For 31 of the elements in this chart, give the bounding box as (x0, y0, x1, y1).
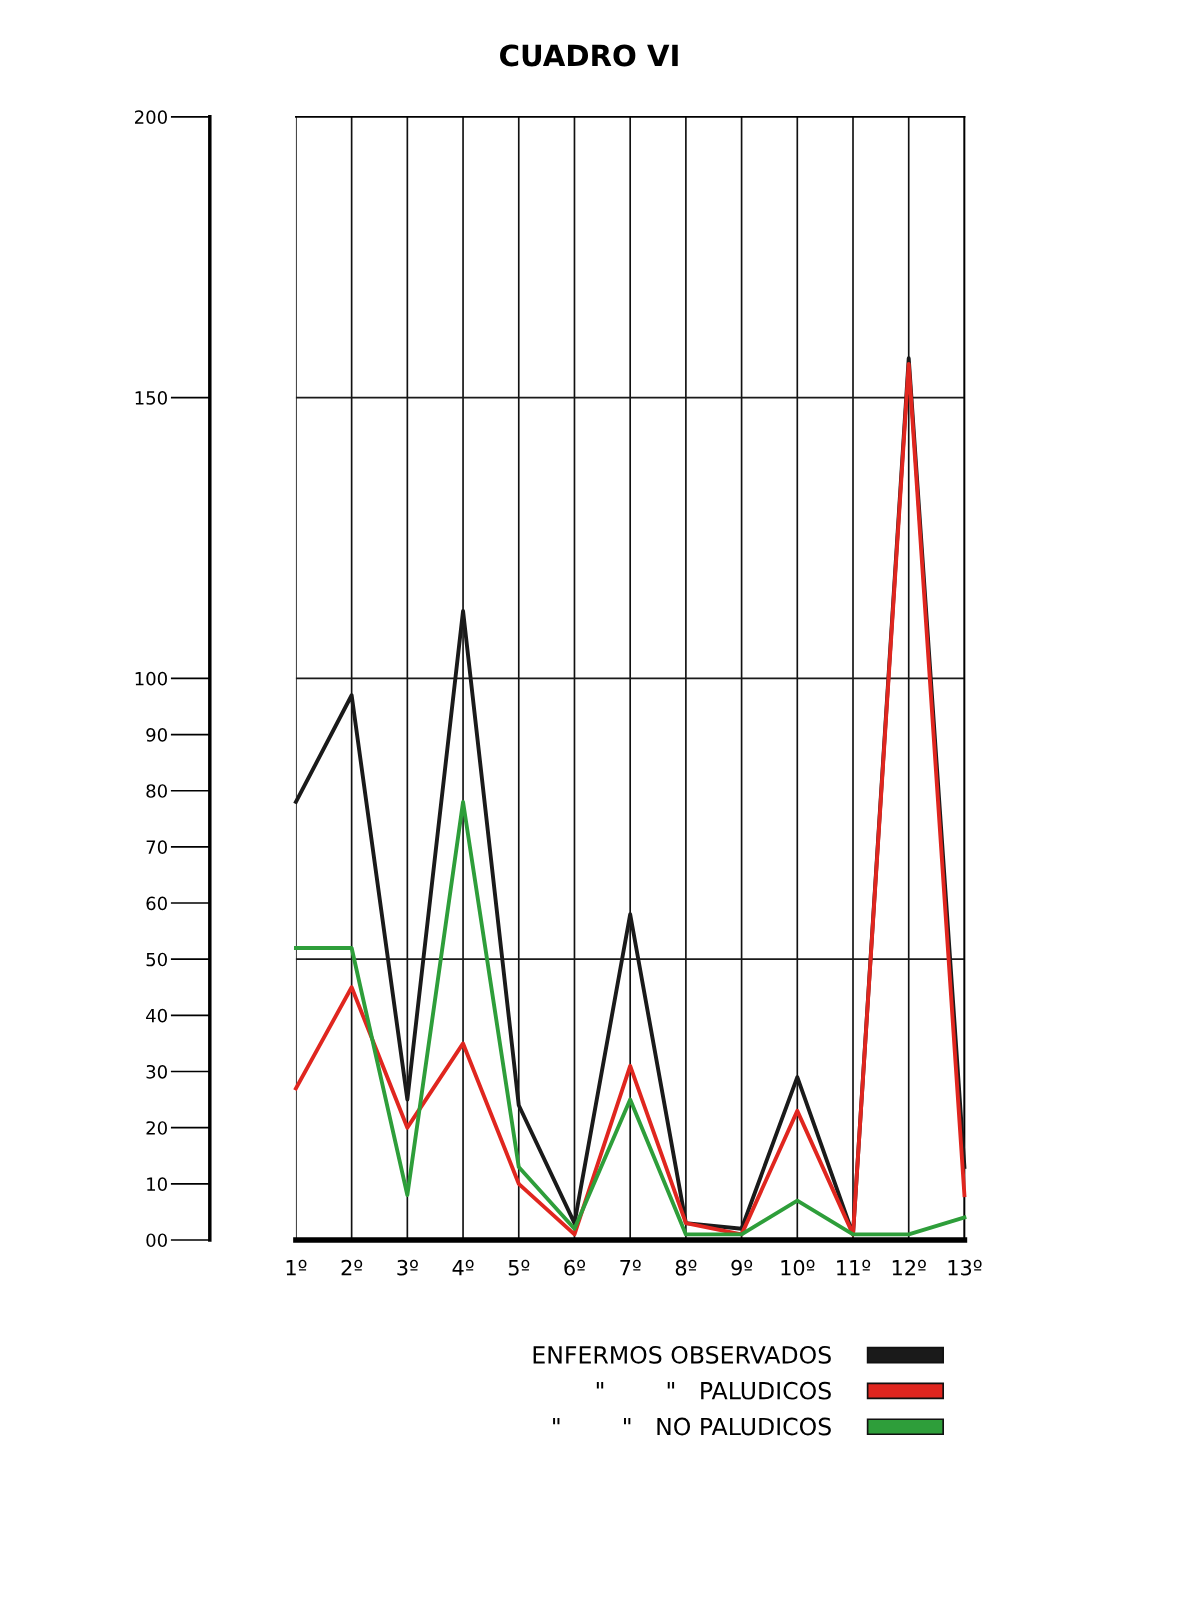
x-tick-label: 4º (452, 1259, 474, 1276)
y-tick-label: 20 (146, 1121, 167, 1135)
x-tick-label: 10º (781, 1259, 815, 1276)
y-tick-label: 00 (146, 1233, 167, 1248)
x-tick-label: 13º (948, 1259, 982, 1276)
x-tick-label: 11º (837, 1259, 871, 1276)
x-tick-label: 5º (508, 1259, 530, 1276)
y-tick-label: 30 (146, 1064, 167, 1079)
x-tick-label: 8º (675, 1259, 697, 1276)
y-tick-label: 150 (135, 391, 167, 405)
y-tick-label: 40 (146, 1008, 167, 1023)
x-tick-label: 3º (397, 1259, 418, 1276)
y-tick-label: 90 (146, 728, 167, 742)
line-series (293, 800, 967, 1237)
y-tick-label: 50 (146, 952, 167, 967)
y-tick-label: 60 (146, 896, 167, 911)
x-tick-label: 9º (731, 1259, 753, 1276)
y-tick-label: 70 (146, 840, 167, 854)
x-tick-label: 6º (564, 1259, 586, 1276)
y-tick-label: 10 (147, 1177, 167, 1191)
y-tick-label: 80 (146, 784, 167, 798)
legend-label: " " NO PALUDICOS (553, 1417, 831, 1436)
y-tick-label: 100 (135, 671, 167, 686)
x-tick-label: 1º (286, 1259, 307, 1276)
x-tick-label: 2º (341, 1259, 363, 1276)
chart-title: CUADRO VI (500, 44, 678, 67)
legend-label: " " PALUDICOS (596, 1381, 831, 1400)
legend-label: ENFERMOS OBSERVADOS (533, 1345, 831, 1364)
x-tick-label: 7º (620, 1259, 641, 1276)
y-tick-label: 200 (135, 110, 167, 124)
x-tick-label: 12º (892, 1259, 926, 1276)
